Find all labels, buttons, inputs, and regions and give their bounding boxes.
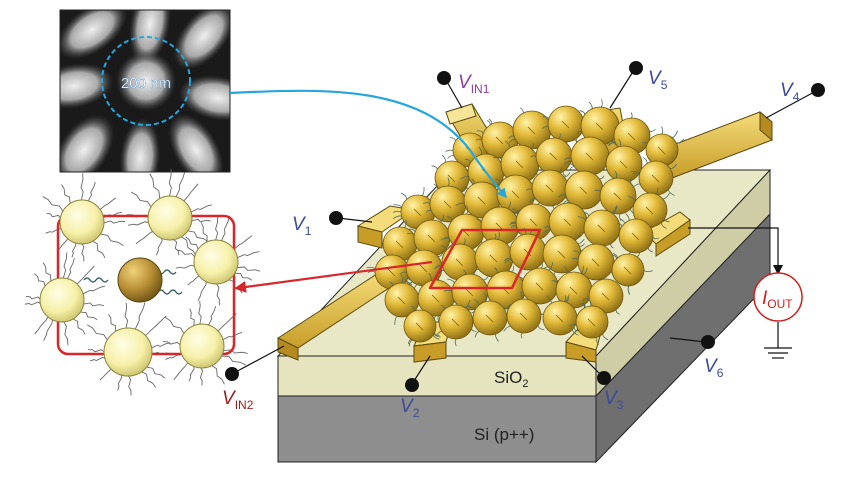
zoom-arrow [234, 260, 433, 293]
nanoparticle [617, 213, 660, 261]
nanoparticle [403, 305, 441, 347]
highlight-region [428, 228, 542, 290]
nanoparticle [611, 252, 654, 295]
terminal-dot-v1 [329, 211, 343, 225]
ligand-nanoparticle [39, 277, 85, 323]
terminal-dot-v6 [701, 335, 715, 349]
nanoparticle [435, 300, 477, 347]
sem-particle [116, 51, 176, 111]
sem-particle [60, 10, 128, 60]
terminal-dot-v4 [811, 83, 825, 97]
terminal-dot-vin1 [437, 71, 451, 85]
zoom-inset [24, 168, 261, 396]
nanoparticle [631, 157, 677, 196]
ligand-nanoparticle [59, 199, 105, 245]
label-v3: V3 [604, 388, 624, 412]
iout-label: IOUT [762, 288, 793, 311]
label-v4: V4 [780, 80, 800, 104]
nanoparticle [542, 294, 579, 336]
nanoparticle [508, 107, 557, 155]
si-label: Si (p++) [474, 425, 534, 444]
sem-particle [168, 113, 224, 172]
sem-particle [128, 10, 172, 66]
ligand-nanoparticle [193, 239, 239, 285]
current-meter [753, 272, 803, 322]
label-vin1: VIN1 [458, 72, 490, 96]
core-nanoparticle [117, 257, 163, 303]
si-layer-front [277, 395, 597, 463]
sem-image: 200 nm [59, 9, 231, 173]
label-v5: V5 [648, 68, 668, 92]
terminal-dot-v2 [405, 378, 419, 392]
nanoparticle [607, 112, 656, 161]
terminal-dot-vin2 [225, 367, 239, 381]
sio2-layer-front [277, 355, 597, 397]
nanoparticle-cluster [366, 99, 685, 347]
sem-particle [119, 118, 161, 172]
ligand-nanoparticle [179, 323, 225, 369]
scale-bar-label: 200 nm [121, 75, 171, 92]
sem-to-cluster-arrow [229, 89, 507, 199]
ligand-nanoparticle [147, 195, 193, 241]
sem-particle [173, 10, 230, 70]
sem-scale-circle [101, 36, 191, 126]
label-v2: V2 [400, 396, 420, 420]
ligand-nanoparticle [103, 327, 153, 377]
label-v1: V1 [292, 214, 312, 238]
terminal-dot-v5 [629, 61, 643, 75]
sem-particle [60, 114, 115, 172]
sem-particle [178, 75, 230, 121]
nanoparticle [503, 291, 550, 339]
label-vin2: VIN2 [222, 388, 254, 412]
label-v6: V6 [704, 356, 724, 380]
ligand-shell [24, 168, 261, 396]
terminal-labels: VIN1 V5 V4 V1 V2 V3 V6 VIN2 [222, 68, 800, 420]
terminal-dot-v3 [597, 371, 611, 385]
terminal-dots [225, 61, 825, 392]
sio2-label: SiO2 [494, 368, 528, 390]
sem-particle [60, 63, 114, 109]
nanoparticle [569, 300, 609, 345]
terminal-leads [231, 69, 819, 385]
